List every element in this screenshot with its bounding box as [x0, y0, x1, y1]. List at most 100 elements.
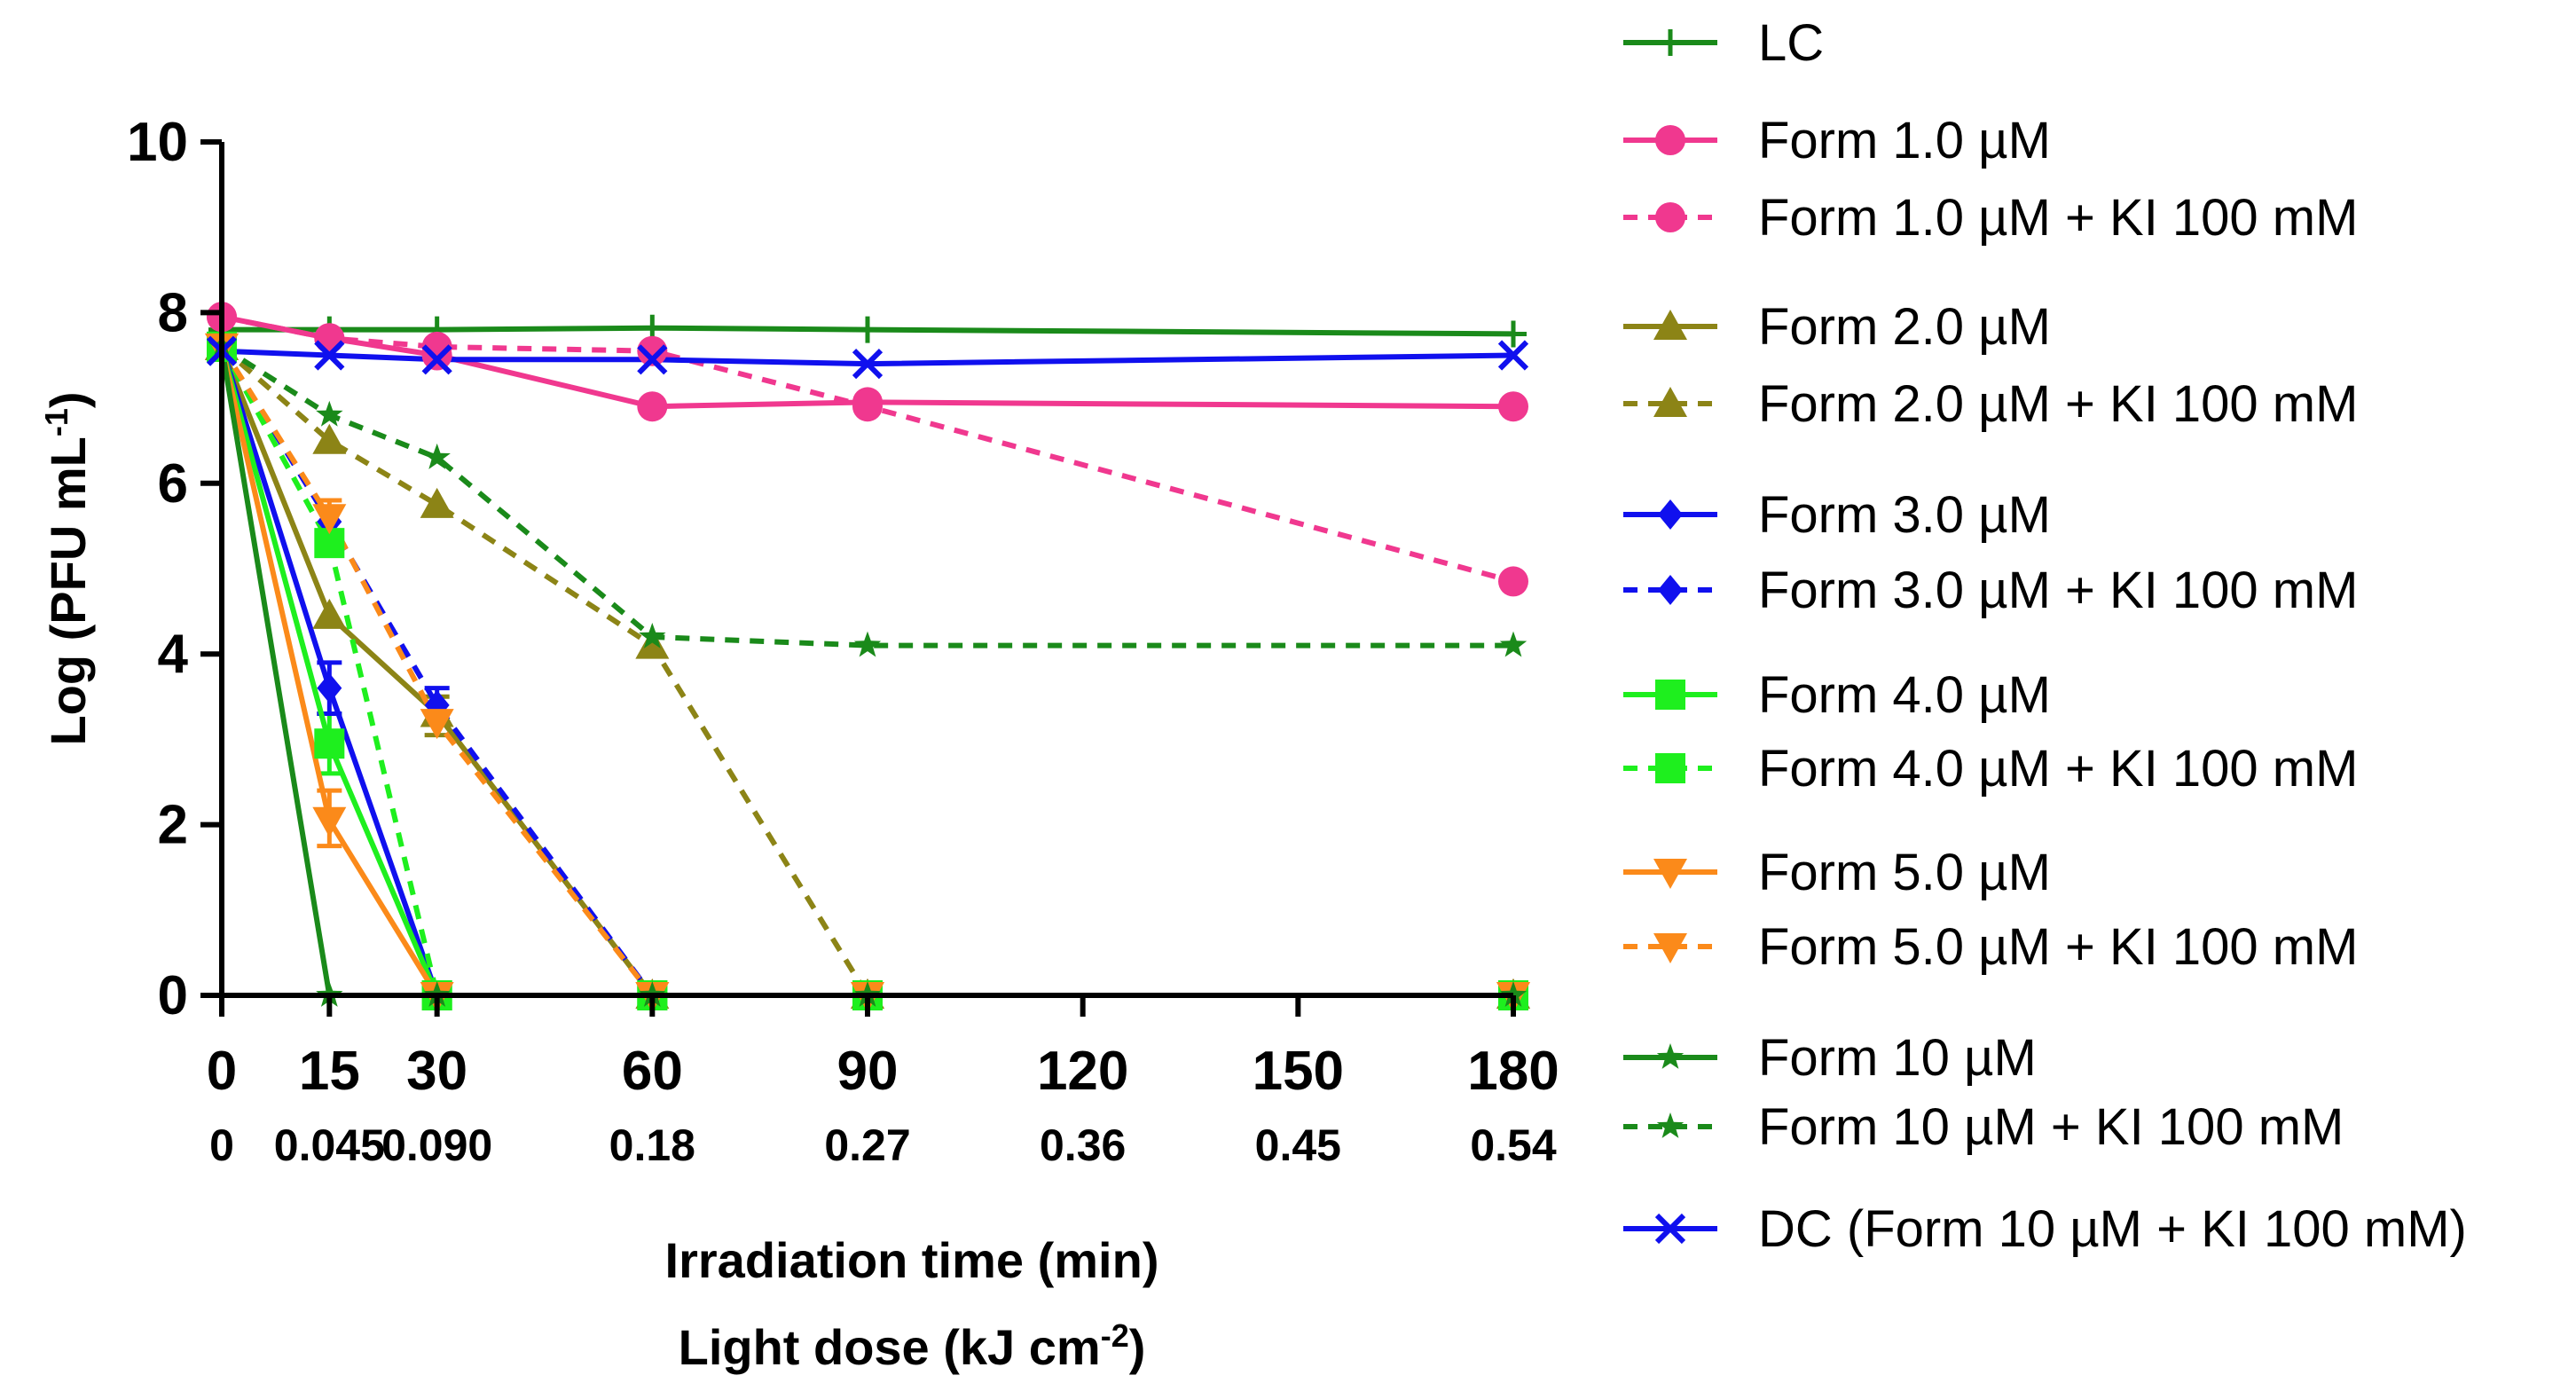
- legend-marker: [1655, 753, 1685, 783]
- series-points-form-5-0-um: [205, 333, 1530, 1012]
- legend-marker: [1658, 499, 1683, 530]
- data-point: [312, 504, 347, 535]
- x-tick-label: 0: [207, 1041, 237, 1102]
- x-tick-label: 60: [622, 1041, 683, 1102]
- data-point: [635, 628, 670, 659]
- x-tick-label: 15: [299, 1041, 360, 1102]
- dose-tick-label: 0.36: [1040, 1120, 1126, 1170]
- data-point: [312, 598, 347, 629]
- legend-label: Form 1.0 µM: [1758, 112, 2051, 169]
- legend: LC Form 1.0 µM Form 1.0 µM + KI 100 mM Form…: [1623, 14, 2467, 1258]
- legend-item: Form 4.0 µM: [1623, 666, 2051, 724]
- data-point: [314, 323, 345, 354]
- axis-titles: Irradiation time (min) Light dose (kJ cm…: [38, 391, 1159, 1375]
- dose-tick-label: 0.045: [274, 1120, 385, 1170]
- series-line-form-1-0-um: [221, 314, 1514, 410]
- y-tick-label: 8: [158, 282, 188, 343]
- series-points-dc-form-10-um-ki-100-mm: [206, 335, 1529, 380]
- data-point: [312, 423, 347, 454]
- data-point: [637, 335, 668, 366]
- data-point: [852, 348, 884, 380]
- y-tick-label: 6: [158, 453, 188, 515]
- dose-tick-label: 0.090: [381, 1120, 492, 1170]
- data-point: [854, 316, 881, 343]
- data-point: [312, 806, 347, 837]
- legend-marker: [1658, 575, 1683, 605]
- legend-marker: [1655, 125, 1685, 155]
- data-point: [852, 391, 883, 422]
- data-point: [1499, 631, 1528, 657]
- legend-item: Form 10 µM + KI 100 mM: [1623, 1098, 2344, 1156]
- legend-item: Form 1.0 µM + KI 100 mM: [1623, 189, 2358, 247]
- y-tick-label: 4: [158, 624, 189, 685]
- legend-marker: [1653, 387, 1687, 417]
- series-line-form-3-0-um-ki-100-mm: [219, 345, 1513, 998]
- dose-tick-label: 0.18: [609, 1120, 695, 1170]
- legend-label: Form 1.0 µM + KI 100 mM: [1758, 189, 2358, 247]
- series-line-form-1-0-um-ki-100-mm: [221, 314, 1514, 585]
- data-point: [316, 400, 343, 427]
- legend-label: Form 3.0 µM: [1758, 486, 2051, 544]
- x-tick-label: 90: [837, 1041, 899, 1102]
- data-point: [637, 344, 668, 375]
- legend-item: Form 5.0 µM: [1623, 844, 2051, 901]
- data-point: [314, 728, 345, 759]
- legend-item: Form 10 µM: [1623, 1029, 2037, 1087]
- x-tick-label: 30: [406, 1041, 467, 1102]
- data-point: [420, 487, 454, 518]
- data-point: [637, 391, 668, 422]
- legend-marker: [1653, 933, 1687, 963]
- legend-item: Form 1.0 µM: [1623, 112, 2051, 169]
- legend-item: Form 2.0 µM: [1623, 298, 2051, 356]
- y-tick-label: 0: [158, 965, 188, 1026]
- legend-marker: [1655, 680, 1685, 710]
- legend-item: LC: [1623, 14, 1824, 72]
- axes: 00150.045300.090600.18900.271200.361500.…: [127, 112, 1559, 1170]
- series-points-form-5-0-um-ki-100-mm: [205, 333, 1530, 1012]
- data-point: [1498, 391, 1528, 422]
- legend-label: Form 3.0 µM + KI 100 mM: [1758, 562, 2358, 619]
- legend-label: Form 4.0 µM: [1758, 666, 2051, 724]
- dose-tick-label: 0.54: [1470, 1120, 1557, 1170]
- data-point: [1497, 340, 1529, 371]
- x-tick-label: 180: [1467, 1041, 1559, 1102]
- legend-marker: [1653, 859, 1687, 889]
- data-point: [421, 344, 452, 375]
- data-point: [314, 340, 345, 371]
- legend-label: Form 10 µM + KI 100 mM: [1758, 1098, 2344, 1156]
- legend-label: DC (Form 10 µM + KI 100 mM): [1758, 1200, 2467, 1258]
- y-tick-label: 2: [158, 795, 188, 856]
- series-line-form-10-um-ki-100-mm: [220, 344, 1513, 648]
- legend-marker: [1653, 310, 1687, 340]
- data-point: [423, 443, 451, 469]
- legend-item: Form 2.0 µM + KI 100 mM: [1623, 375, 2358, 433]
- dose-tick-label: 0: [209, 1120, 234, 1170]
- y-tick-label: 10: [127, 112, 188, 173]
- data-point: [1498, 566, 1528, 597]
- legend-marker: [1654, 1213, 1686, 1245]
- legend-label: LC: [1758, 14, 1824, 72]
- legend-label: Form 2.0 µM: [1758, 298, 2051, 356]
- dose-tick-label: 0.45: [1255, 1120, 1341, 1170]
- x-ticks: 0 0 15 0.045 30 0.090 60 0.18 90 0.27 120 0.36 150 0.…: [207, 995, 1559, 1170]
- legend-item: Form 3.0 µM: [1623, 486, 2051, 544]
- legend-marker: [1656, 1043, 1685, 1069]
- legend-item: Form 5.0 µM + KI 100 mM: [1623, 918, 2358, 976]
- legend-marker: [1656, 1112, 1685, 1138]
- series-line-dc-form-10-um-ki-100-mm: [221, 348, 1514, 367]
- y-axis-title: Log (PFU mL-1): [38, 391, 97, 745]
- data-point: [1500, 320, 1527, 348]
- legend-label: Form 5.0 µM: [1758, 844, 2051, 901]
- data-point: [853, 631, 882, 657]
- legend-marker: [1655, 202, 1685, 232]
- series-points-form-10-um-ki-100-mm: [208, 332, 1528, 657]
- x-tick-label: 150: [1253, 1041, 1344, 1102]
- data-point: [317, 672, 342, 703]
- legend-label: Form 5.0 µM + KI 100 mM: [1758, 918, 2358, 976]
- x-axis-title-2: Light dose (kJ cm-2): [679, 1317, 1146, 1376]
- dose-tick-label: 0.27: [824, 1120, 910, 1170]
- plot-area: [205, 302, 1530, 1012]
- data-point: [639, 623, 666, 648]
- legend-marker: [1657, 29, 1684, 56]
